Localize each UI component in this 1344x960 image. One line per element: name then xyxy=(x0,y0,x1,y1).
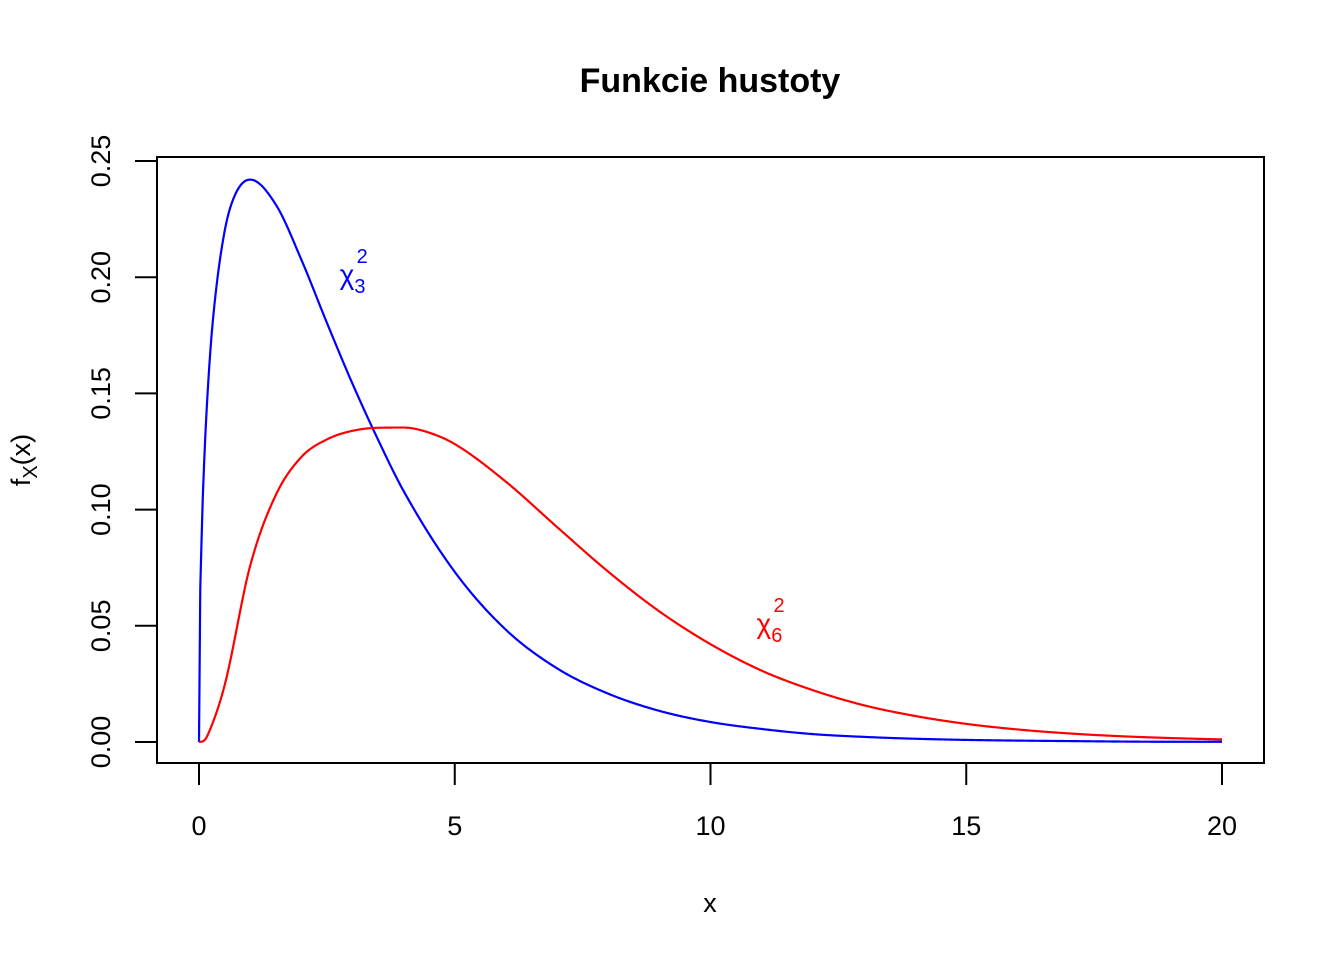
data-point xyxy=(710,721,712,723)
data-point xyxy=(863,704,865,706)
x-axis-label: x xyxy=(703,888,717,918)
data-point xyxy=(1068,740,1070,742)
y-axis-label: fX(x) xyxy=(6,434,42,486)
data-point xyxy=(352,430,354,432)
series-line-df3 xyxy=(197,178,1222,743)
data-point xyxy=(761,728,763,730)
data-point xyxy=(224,685,226,687)
data-point xyxy=(352,383,354,385)
x-tick-label: 15 xyxy=(951,811,981,841)
chi-subscript: 6 xyxy=(771,625,782,647)
x-axis: 0 5 10 15 20 xyxy=(191,762,1237,841)
data-point xyxy=(1119,735,1121,737)
chi-superscript: 2 xyxy=(774,595,785,617)
data-point xyxy=(1017,740,1019,742)
data-point xyxy=(275,204,277,206)
x-tick-label: 0 xyxy=(191,811,206,841)
data-point xyxy=(377,439,379,441)
y-tick-label: 0.25 xyxy=(86,135,116,188)
x-tick-label: 5 xyxy=(447,811,462,841)
data-point xyxy=(761,670,763,672)
curve-label-chi-square-6: χ6 2 xyxy=(757,595,785,647)
data-point xyxy=(234,195,236,197)
data-point xyxy=(224,231,226,233)
series-layer xyxy=(197,178,1223,744)
data-point xyxy=(454,571,456,573)
data-point xyxy=(914,715,916,717)
x-tick-label: 10 xyxy=(695,811,725,841)
data-point xyxy=(607,693,609,695)
data-point xyxy=(326,439,328,441)
plot-frame xyxy=(156,156,1265,764)
data-point xyxy=(208,366,210,368)
data-point xyxy=(198,741,200,743)
data-point xyxy=(965,739,967,741)
y-axis-label-arg: (x) xyxy=(6,434,36,465)
data-point xyxy=(1170,741,1172,743)
data-point xyxy=(203,740,205,742)
data-point xyxy=(1170,737,1172,739)
y-tick-label: 0.20 xyxy=(86,251,116,304)
y-tick-label: 0.10 xyxy=(86,483,116,536)
data-point xyxy=(1017,729,1019,731)
data-point xyxy=(556,526,558,528)
data-point xyxy=(214,305,216,307)
y-axis: 0.00 0.05 0.10 0.15 0.20 0.25 xyxy=(86,135,158,769)
data-point xyxy=(1068,733,1070,735)
curve-label-chi-square-3: χ3 2 xyxy=(340,246,368,298)
data-point xyxy=(556,668,558,670)
chi-superscript: 2 xyxy=(357,246,368,268)
data-point xyxy=(710,643,712,645)
data-point xyxy=(863,736,865,738)
data-point xyxy=(403,490,405,492)
data-point xyxy=(659,710,661,712)
data-point xyxy=(301,456,303,458)
data-point xyxy=(965,723,967,725)
chart-title: Funkcie hustoty xyxy=(580,62,841,100)
y-tick-label: 0.00 xyxy=(86,716,116,769)
chi-subscript: 3 xyxy=(354,276,365,298)
data-point xyxy=(377,427,379,429)
y-axis-label-sub: X xyxy=(20,465,42,478)
chi-symbol: χ xyxy=(340,259,355,290)
data-point xyxy=(1119,741,1121,743)
data-point xyxy=(275,494,277,496)
data-point xyxy=(208,731,210,733)
data-point xyxy=(505,629,507,631)
data-point xyxy=(326,322,328,324)
data-point xyxy=(659,611,661,613)
y-tick-label: 0.05 xyxy=(86,600,116,653)
data-point xyxy=(812,689,814,691)
data-point xyxy=(1221,739,1223,741)
data-point xyxy=(203,462,205,464)
data-point xyxy=(1221,741,1223,743)
y-tick-label: 0.15 xyxy=(86,367,116,420)
data-point xyxy=(454,443,456,445)
x-tick-label: 20 xyxy=(1207,811,1237,841)
chi-symbol: χ xyxy=(757,608,772,639)
data-point xyxy=(249,565,251,567)
data-point xyxy=(505,481,507,483)
data-point xyxy=(201,539,203,541)
data-point xyxy=(914,738,916,740)
series-line-df6 xyxy=(198,426,1223,744)
data-point xyxy=(301,259,303,261)
data-point xyxy=(428,432,430,434)
data-point xyxy=(403,427,405,429)
data-point xyxy=(199,649,201,651)
data-point xyxy=(812,733,814,735)
data-point xyxy=(249,179,251,181)
data-point xyxy=(607,571,609,573)
y-axis-label-base: f xyxy=(6,478,36,486)
